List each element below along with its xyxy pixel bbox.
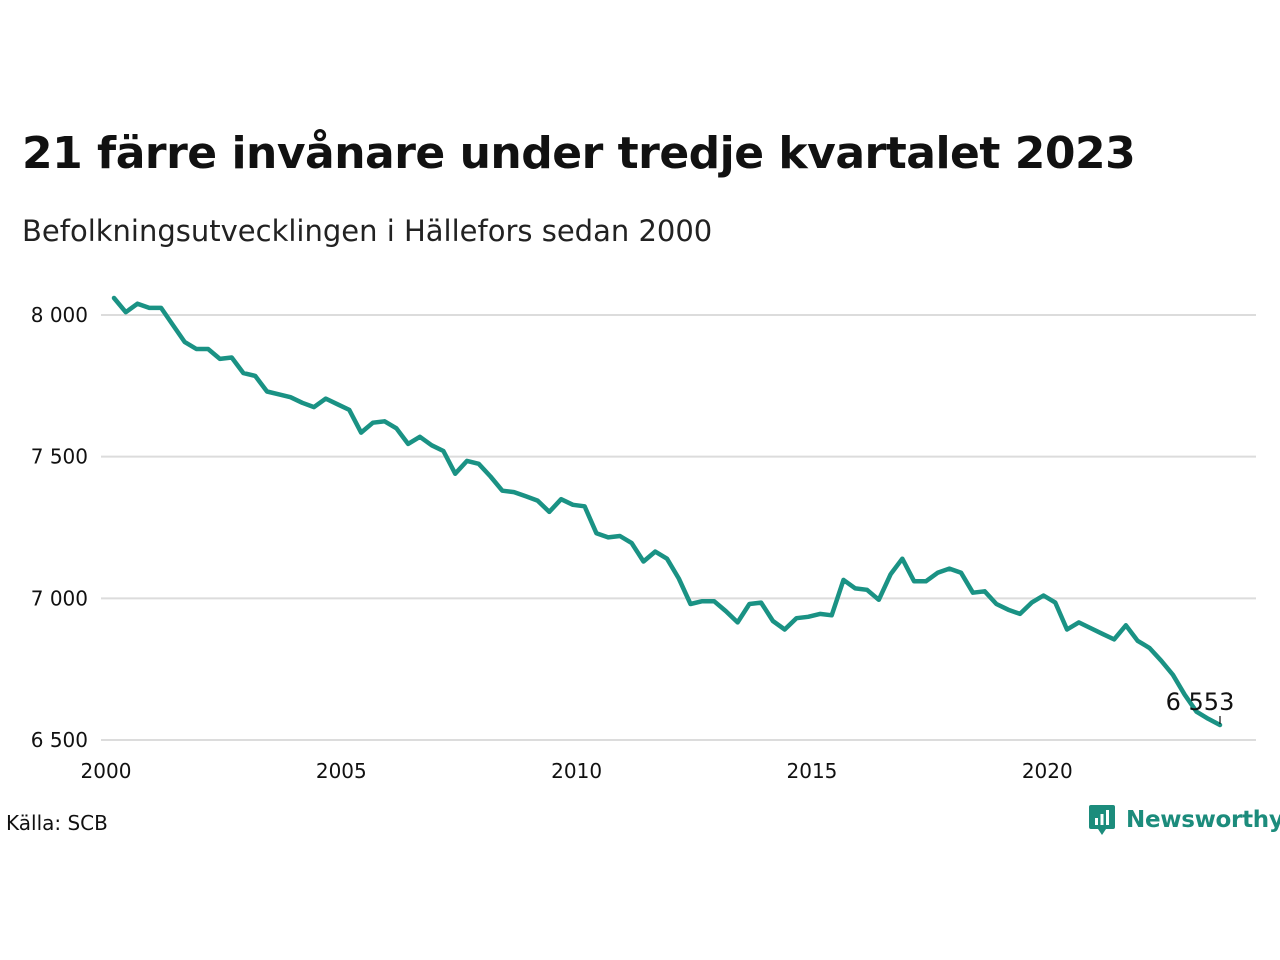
chart-subtitle: Befolkningsutvecklingen i Hällefors seda… bbox=[22, 214, 713, 248]
newsworthy-logo-icon bbox=[1089, 805, 1115, 835]
newsworthy-logo[interactable]: Newsworthy bbox=[1088, 803, 1280, 837]
y-tick-label: 8 000 bbox=[31, 303, 88, 327]
x-tick-label: 2005 bbox=[316, 759, 367, 783]
gridlines bbox=[101, 314, 1256, 741]
source-note: Källa: SCB bbox=[6, 811, 108, 835]
y-axis-tick-labels: 6 500 7 000 7 500 8 000 bbox=[31, 303, 88, 752]
x-tick-label: 2015 bbox=[787, 759, 838, 783]
last-value-label: 6 553 bbox=[1166, 688, 1235, 716]
x-axis-tick-labels: 2000 2005 2010 2015 2020 bbox=[81, 759, 1073, 783]
x-tick-label: 2010 bbox=[551, 759, 602, 783]
y-tick-label: 6 500 bbox=[31, 728, 88, 752]
chart-title: 21 färre invånare under tredje kvartalet… bbox=[22, 128, 1136, 179]
y-tick-label: 7 000 bbox=[31, 586, 88, 610]
brand-name: Newsworthy bbox=[1126, 807, 1280, 833]
y-tick-label: 7 500 bbox=[31, 445, 88, 469]
x-tick-label: 2020 bbox=[1022, 759, 1073, 783]
population-series-line bbox=[111, 295, 1223, 728]
x-tick-label: 2000 bbox=[81, 759, 132, 783]
population-line-chart: 6 500 7 000 7 500 8 000 2000 2005 2010 2015 202… bbox=[31, 295, 1256, 783]
